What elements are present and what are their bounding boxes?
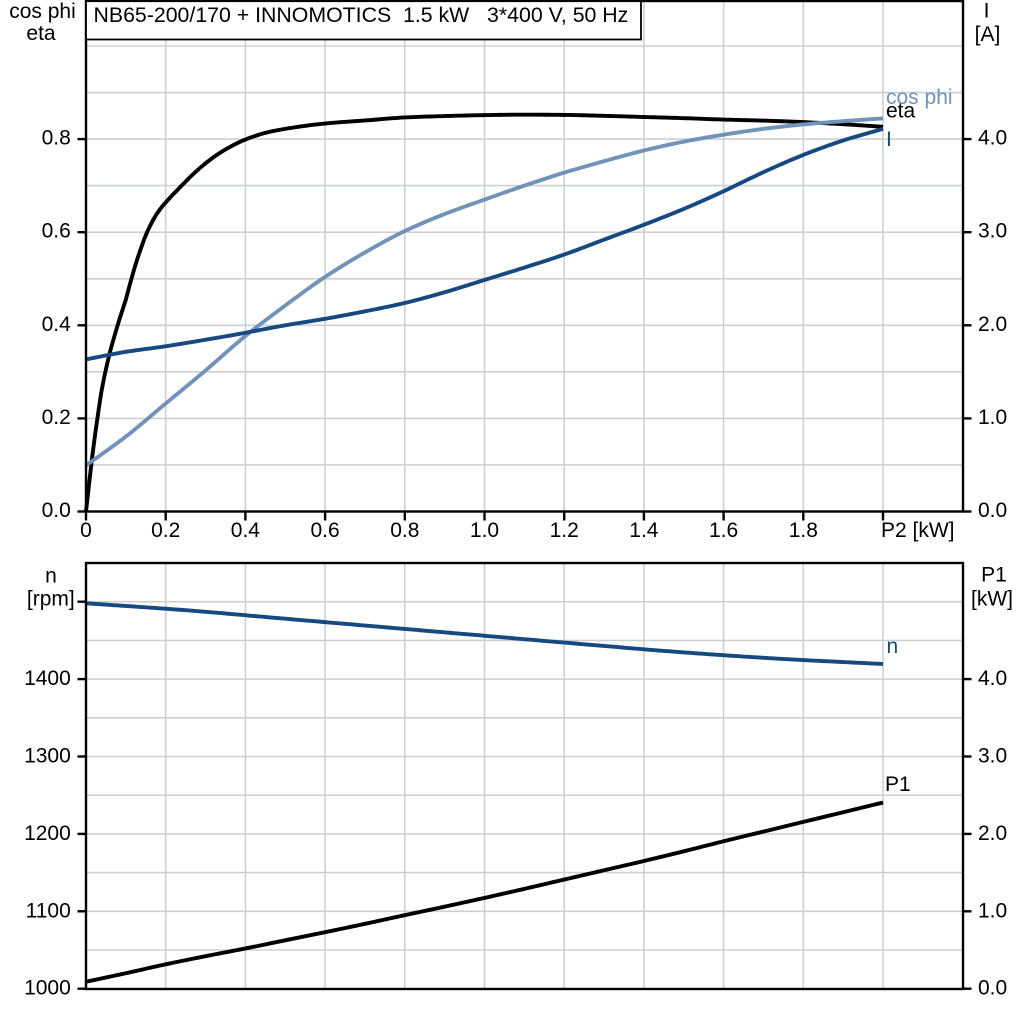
svg-text:I: I — [886, 128, 892, 151]
svg-text:0.2: 0.2 — [42, 406, 71, 429]
svg-text:eta: eta — [26, 22, 56, 45]
svg-text:0.8: 0.8 — [390, 519, 419, 542]
svg-text:[kW]: [kW] — [971, 588, 1013, 611]
svg-text:4.0: 4.0 — [978, 667, 1007, 690]
svg-text:1300: 1300 — [24, 745, 71, 768]
svg-text:P1: P1 — [885, 773, 911, 796]
svg-text:1.4: 1.4 — [629, 519, 659, 542]
svg-text:1.0: 1.0 — [470, 519, 499, 542]
svg-text:P2 [kW]: P2 [kW] — [881, 519, 955, 542]
svg-text:n: n — [45, 565, 57, 588]
svg-text:0.0: 0.0 — [978, 499, 1007, 522]
svg-text:2.0: 2.0 — [978, 313, 1007, 336]
svg-text:0.4: 0.4 — [42, 313, 72, 336]
svg-text:3.0: 3.0 — [978, 745, 1007, 768]
svg-text:P1: P1 — [981, 564, 1007, 587]
svg-text:3.0: 3.0 — [978, 220, 1007, 243]
svg-text:[A]: [A] — [975, 23, 1001, 46]
svg-text:0.8: 0.8 — [42, 127, 71, 150]
svg-text:I: I — [984, 0, 990, 23]
svg-text:1400: 1400 — [24, 667, 71, 690]
svg-text:1200: 1200 — [24, 822, 71, 845]
svg-text:NB65-200/170 + INNOMOTICS 1.5: NB65-200/170 + INNOMOTICS 1.5 kW 3*400 V… — [94, 3, 629, 27]
svg-text:1000: 1000 — [24, 977, 71, 1000]
svg-text:0.6: 0.6 — [42, 220, 71, 243]
svg-text:1.0: 1.0 — [978, 899, 1007, 922]
svg-text:0: 0 — [80, 519, 92, 542]
svg-text:n: n — [887, 635, 899, 658]
svg-text:0.2: 0.2 — [151, 519, 180, 542]
svg-text:1100: 1100 — [26, 899, 71, 922]
svg-text:1.2: 1.2 — [550, 519, 579, 542]
svg-text:eta: eta — [886, 100, 916, 123]
svg-text:1.8: 1.8 — [789, 519, 818, 542]
svg-text:2.0: 2.0 — [978, 822, 1007, 845]
svg-text:1.6: 1.6 — [709, 519, 738, 542]
svg-text:0.0: 0.0 — [42, 499, 71, 522]
svg-text:[rpm]: [rpm] — [27, 588, 75, 611]
svg-text:1.0: 1.0 — [978, 406, 1007, 429]
svg-text:4.0: 4.0 — [978, 127, 1007, 150]
svg-text:cos phi: cos phi — [886, 86, 953, 109]
svg-text:0.6: 0.6 — [310, 519, 339, 542]
svg-text:cos phi: cos phi — [9, 0, 76, 23]
svg-text:0.0: 0.0 — [978, 977, 1007, 1000]
svg-text:0.4: 0.4 — [231, 519, 261, 542]
